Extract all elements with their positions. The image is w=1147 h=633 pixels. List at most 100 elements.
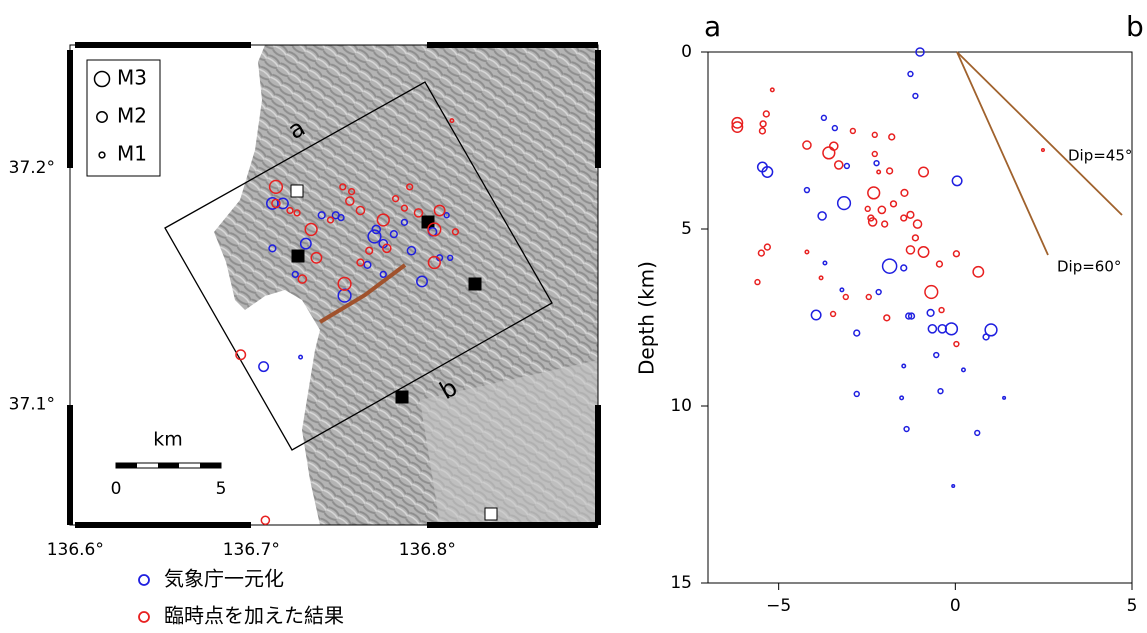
legend-label: 臨時点を加えた結果 (164, 604, 344, 628)
y-axis-label: Depth (km) (635, 261, 659, 375)
y-tick-label: 37.1° (9, 394, 55, 414)
quake (803, 141, 811, 149)
quake (821, 115, 826, 120)
quake (887, 168, 893, 174)
quake (823, 261, 827, 265)
quake (760, 128, 766, 134)
quake (913, 235, 919, 241)
quake (938, 389, 943, 394)
y-tick-label: 5 (681, 219, 692, 239)
scale-title: km (153, 429, 183, 451)
quake (934, 353, 939, 358)
quake (854, 330, 860, 336)
y-tick-label: 10 (670, 396, 692, 416)
quake (904, 427, 909, 432)
x-tick-label: 136.8° (399, 540, 456, 560)
quake (835, 161, 843, 169)
quake (902, 364, 906, 368)
quake (901, 190, 908, 197)
dip-line (957, 52, 1122, 215)
dip-line (957, 52, 1048, 255)
quake (928, 325, 936, 333)
quake (1042, 149, 1045, 152)
scale-bar (116, 463, 221, 468)
quake (983, 334, 989, 340)
quake (952, 485, 955, 488)
quake (876, 290, 881, 295)
quake (843, 295, 848, 300)
quake (832, 126, 837, 131)
size-legend-label: M2 (117, 104, 147, 128)
quake (819, 276, 823, 280)
x-tick-label: −5 (766, 596, 791, 616)
quake (804, 188, 809, 193)
quake (840, 288, 844, 292)
quake (854, 392, 859, 397)
section-end-label: b (1126, 10, 1144, 43)
quake (823, 147, 835, 159)
y-tick-label: 15 (670, 573, 692, 593)
quake (868, 187, 880, 199)
size-legend-label: M1 (117, 142, 147, 166)
quake (907, 211, 914, 218)
quake (850, 129, 855, 134)
quake (906, 246, 914, 254)
quake (818, 212, 826, 220)
x-tick-label: 136.6° (47, 540, 104, 560)
quake (918, 247, 928, 257)
quake (883, 259, 897, 273)
x-tick-label: 5 (1127, 596, 1138, 616)
quake (755, 280, 760, 285)
quake (771, 88, 775, 92)
quake (760, 121, 766, 127)
quake (891, 201, 897, 207)
quake (939, 308, 944, 313)
quake (866, 295, 871, 300)
quake (872, 152, 877, 157)
quake (975, 430, 980, 435)
quake (901, 215, 907, 221)
section-frame (708, 52, 1132, 583)
size-legend-label: M3 (117, 66, 147, 90)
quake (952, 176, 961, 185)
quake (913, 220, 921, 228)
quake (878, 206, 885, 213)
section-end-label: a (704, 10, 721, 43)
quake (884, 315, 890, 321)
quake (1003, 397, 1006, 400)
quake (953, 251, 959, 257)
quake (889, 134, 895, 140)
quake (946, 323, 958, 335)
legend-marker (139, 612, 149, 622)
x-tick-label: 136.7° (223, 540, 280, 560)
quake (919, 167, 928, 176)
quake (900, 396, 904, 400)
quake (937, 261, 943, 267)
scale-tick: 5 (216, 479, 227, 499)
quake (877, 170, 881, 174)
quake (758, 250, 764, 256)
quake (872, 132, 877, 137)
quake (763, 111, 769, 117)
quake (838, 197, 851, 210)
quake (869, 218, 877, 226)
quake (844, 164, 849, 169)
figure: a b km 0 5 Dip=45° Dip=60° a b Depth (km… (0, 0, 1147, 633)
quake (831, 312, 836, 317)
quake (925, 286, 938, 299)
quake (865, 206, 870, 211)
quake (927, 310, 934, 317)
annotation: Dip=60° (1057, 258, 1121, 276)
quake (764, 244, 770, 250)
y-tick-label: 37.2° (9, 158, 55, 178)
scale-tick: 0 (111, 479, 122, 499)
quake (874, 161, 879, 166)
quake (882, 221, 888, 227)
y-tick-label: 0 (681, 42, 692, 62)
annotation: Dip=45° (1068, 147, 1132, 165)
legend-marker (139, 575, 149, 585)
legend-label: 気象庁一元化 (164, 567, 284, 591)
quake (962, 368, 966, 372)
quake (913, 93, 918, 98)
quake (811, 310, 820, 319)
